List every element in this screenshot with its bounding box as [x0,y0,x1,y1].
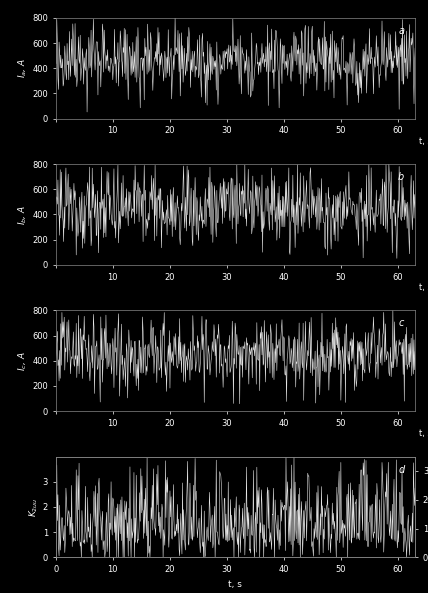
X-axis label: t, s: t, s [229,579,242,589]
Text: a: a [398,26,404,36]
Y-axis label: $I_c$, A: $I_c$, A [17,351,30,371]
Y-axis label: $K_{2uu}$: $K_{2uu}$ [27,497,40,517]
Text: b: b [398,172,404,182]
Text: t, s: t, s [419,137,428,146]
Text: t, s: t, s [419,429,428,438]
Y-axis label: $I_a$, A: $I_a$, A [17,58,30,78]
Text: c: c [399,318,404,329]
Y-axis label: $I_b$, A: $I_b$, A [17,205,30,225]
Text: t, s: t, s [419,283,428,292]
Text: d: d [398,465,404,474]
